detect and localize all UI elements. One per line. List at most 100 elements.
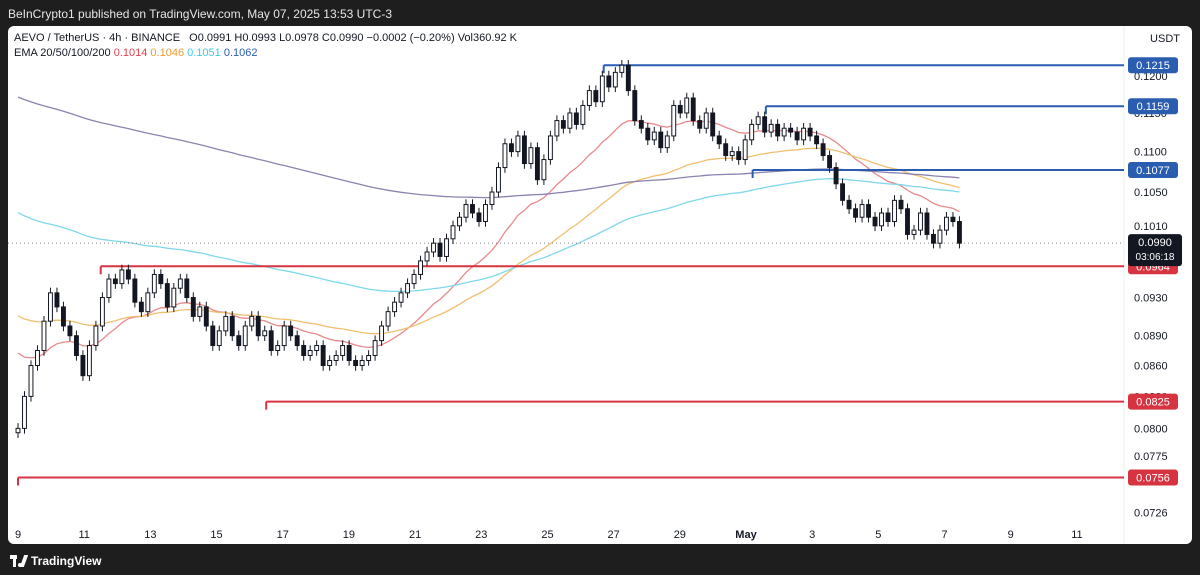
candle-down[interactable] (67, 325, 73, 337)
level-badge-0.0825[interactable] (1128, 393, 1178, 410)
candle-down[interactable] (814, 135, 820, 145)
candle-down[interactable] (898, 199, 904, 210)
candle-up[interactable] (859, 204, 865, 218)
candle-up[interactable] (424, 251, 430, 262)
candle-down[interactable] (132, 278, 138, 303)
candle-down[interactable] (840, 183, 846, 201)
candle-down[interactable] (301, 345, 307, 356)
candle-down[interactable] (288, 325, 294, 337)
candle-down[interactable] (346, 345, 352, 361)
candle-up[interactable] (463, 204, 469, 218)
candle-down[interactable] (833, 167, 839, 185)
candle-up[interactable] (333, 354, 339, 361)
candle-up[interactable] (580, 104, 586, 125)
candle-up[interactable] (145, 292, 151, 313)
candle-up[interactable] (567, 112, 573, 129)
candle-up[interactable] (22, 395, 27, 429)
candle-up[interactable] (28, 365, 34, 397)
candle-down[interactable] (645, 127, 651, 141)
candle-up[interactable] (418, 260, 423, 275)
level-badge-0.1077[interactable] (1128, 161, 1178, 178)
candle-down[interactable] (723, 143, 729, 157)
candle-up[interactable] (93, 325, 99, 347)
candle-down[interactable] (573, 112, 579, 125)
candle-up[interactable] (119, 269, 125, 285)
candle-down[interactable] (294, 335, 300, 347)
candle-up[interactable] (327, 359, 333, 367)
candle-down[interactable] (846, 199, 852, 210)
candle-down[interactable] (476, 212, 482, 223)
candle-down[interactable] (820, 143, 826, 157)
candle-down[interactable] (112, 278, 118, 285)
candle-down[interactable] (924, 212, 930, 235)
candle-down[interactable] (690, 97, 696, 122)
candle-up[interactable] (177, 278, 183, 289)
candle-up[interactable] (48, 292, 53, 322)
level-badge-0.1159[interactable] (1128, 98, 1178, 115)
candle-down[interactable] (437, 242, 443, 257)
candle-down[interactable] (625, 64, 631, 92)
candle-up[interactable] (911, 229, 917, 235)
candle-down[interactable] (606, 75, 612, 88)
candle-down[interactable] (534, 147, 540, 181)
level-badge-0.0756[interactable] (1128, 469, 1178, 486)
candle-down[interactable] (775, 123, 781, 137)
candle-down[interactable] (872, 216, 878, 227)
candle-down[interactable] (164, 283, 170, 308)
candle-down[interactable] (931, 233, 936, 244)
currency-label[interactable]: USDT (1150, 33, 1180, 45)
candle-up[interactable] (223, 315, 229, 332)
candle-down[interactable] (268, 330, 274, 351)
candle-up[interactable] (651, 131, 657, 141)
candle-down[interactable] (956, 221, 962, 244)
candle-down[interactable] (638, 120, 644, 129)
candle-up[interactable] (755, 116, 761, 125)
candle-up[interactable] (411, 273, 417, 285)
candle-down[interactable] (320, 345, 326, 367)
candle-up[interactable] (151, 273, 157, 294)
candle-down[interactable] (190, 297, 196, 317)
candle-up[interactable] (612, 71, 618, 88)
candle-up[interactable] (281, 325, 287, 347)
candle-down[interactable] (560, 120, 566, 129)
candle-up[interactable] (619, 64, 625, 73)
candle-up[interactable] (515, 135, 521, 153)
candle-down[interactable] (853, 208, 859, 218)
candle-up[interactable] (444, 238, 449, 257)
candle-down[interactable] (905, 208, 910, 235)
candle-down[interactable] (632, 90, 638, 122)
candle-down[interactable] (125, 269, 131, 280)
candle-up[interactable] (171, 287, 177, 308)
candle-down[interactable] (73, 335, 79, 356)
ema-label[interactable]: EMA 20/50/100/200 (14, 47, 111, 59)
price-chart[interactable]: 0.12000.11500.11000.10500.10100.09300.08… (8, 26, 1192, 544)
candle-down[interactable] (677, 104, 683, 114)
candle-down[interactable] (138, 301, 144, 313)
candle-up[interactable] (703, 112, 709, 129)
candle-up[interactable] (366, 354, 372, 361)
candle-up[interactable] (431, 242, 436, 253)
candle-up[interactable] (502, 143, 508, 169)
candle-up[interactable] (392, 301, 398, 313)
candle-up[interactable] (41, 320, 47, 351)
candle-up[interactable] (541, 159, 547, 181)
candle-up[interactable] (586, 90, 592, 106)
candle-up[interactable] (216, 330, 222, 347)
candle-up[interactable] (671, 104, 677, 137)
candle-down[interactable] (593, 90, 599, 103)
candle-down[interactable] (736, 151, 742, 161)
level-badge-0.1215[interactable] (1128, 57, 1178, 74)
candle-up[interactable] (450, 225, 456, 240)
candle-up[interactable] (249, 315, 255, 327)
candle-down[interactable] (788, 127, 794, 133)
candle-down[interactable] (827, 155, 833, 169)
symbol-label[interactable]: AEVO / TetherUS · 4h · BINANCE (14, 32, 181, 44)
candle-down[interactable] (950, 216, 956, 223)
candle-up[interactable] (768, 123, 774, 133)
candle-up[interactable] (937, 229, 943, 244)
candle-up[interactable] (86, 345, 92, 377)
candle-down[interactable] (762, 116, 768, 133)
candle-up[interactable] (372, 340, 378, 356)
candle-up[interactable] (314, 345, 320, 351)
candle-up[interactable] (547, 135, 553, 161)
